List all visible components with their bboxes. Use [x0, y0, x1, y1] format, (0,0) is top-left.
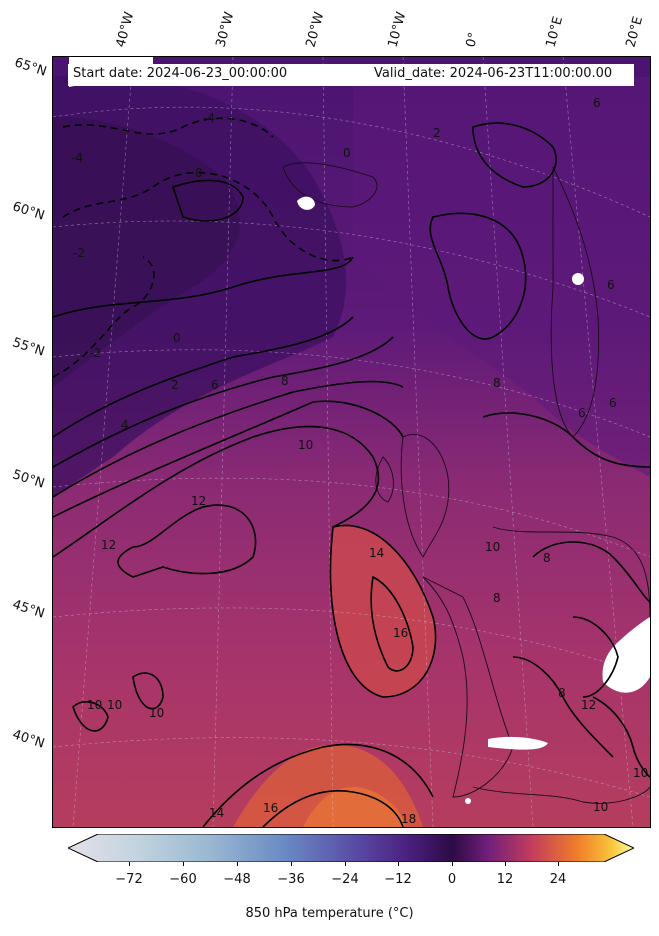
- contour-label: 12: [191, 494, 206, 508]
- lat-label-50n: 50°N: [10, 467, 47, 492]
- lon-label-10w: 10°W: [385, 10, 410, 49]
- contour-label: -4: [71, 151, 83, 165]
- lat-label-45n: 45°N: [10, 597, 47, 622]
- contour-label: 14: [369, 546, 384, 560]
- start-date: Start date: 2024-06-23_00:00:00: [73, 66, 288, 81]
- contour-label: 10: [593, 800, 608, 814]
- lon-label-30w: 30°W: [213, 10, 238, 49]
- colorbar-tickmark: [398, 862, 399, 866]
- contour-label: 8: [493, 591, 501, 605]
- lon-label-10e: 10°E: [543, 14, 567, 50]
- contour-label: 8: [558, 686, 566, 700]
- contour-label: 6: [609, 396, 617, 410]
- coastlines: [282, 162, 650, 804]
- contour-label: 18: [401, 812, 416, 826]
- contour-label: 10: [298, 438, 313, 452]
- lon-label-20w: 20°W: [303, 10, 328, 49]
- header-info-bar: [68, 64, 634, 86]
- lat-label-65n: 65°N: [12, 55, 49, 80]
- colorbar-tick-label: 0: [447, 872, 457, 887]
- colorbar-tick-label: 24: [549, 872, 567, 887]
- colorbar-tickmark: [291, 862, 292, 866]
- lon-label-40w: 40°W: [113, 10, 138, 49]
- contour-labels: -4 -4 -2 0 0 -2 2 0 2 4 6 8 10 12 12 10 …: [71, 96, 648, 826]
- colorbar: [68, 834, 634, 862]
- contour-label: 6: [578, 406, 586, 420]
- lon-label-20e: 20°E: [623, 14, 647, 50]
- contour-label: 8: [493, 376, 501, 390]
- contour-label: 6: [211, 378, 219, 392]
- contour-label: 2: [433, 126, 441, 140]
- temperature-map: -4 -4 -2 0 0 -2 2 0 2 4 6 8 10 12 12 10 …: [52, 56, 651, 828]
- map-canvas: -4 -4 -2 0 0 -2 2 0 2 4 6 8 10 12 12 10 …: [53, 57, 650, 827]
- colorbar-tick-label: −60: [169, 872, 197, 887]
- contour-label: 0: [195, 166, 203, 180]
- contour-label: 12: [101, 538, 116, 552]
- contour-label: 0: [173, 331, 181, 345]
- contour-label: 8: [543, 551, 551, 565]
- contour-label: 16: [393, 626, 408, 640]
- contour-label: 10: [633, 766, 648, 780]
- colorbar-tick-label: 12: [496, 872, 514, 887]
- colorbar-tickmark: [183, 862, 184, 866]
- colorbar-tick-label: −72: [115, 872, 143, 887]
- lat-label-60n: 60°N: [10, 199, 47, 224]
- colorbar-tick-label: −24: [331, 872, 359, 887]
- colorbar-tickmark: [345, 862, 346, 866]
- contour-label: -4: [203, 111, 215, 125]
- colorbar-tickmark: [237, 862, 238, 866]
- contour-label: 10: [107, 698, 122, 712]
- contour-label: 8: [281, 374, 289, 388]
- graticule: [53, 57, 650, 827]
- colorbar-tickmark: [129, 862, 130, 866]
- contour-label: 6: [593, 96, 601, 110]
- colorbar-tickmark: [452, 862, 453, 866]
- contour-label: -2: [73, 246, 85, 260]
- contour-label: 10: [87, 698, 102, 712]
- lon-label-0: 0°: [463, 30, 482, 49]
- contour-label: 2: [171, 378, 179, 392]
- contours: [53, 117, 650, 827]
- colorbar-tickmark: [505, 862, 506, 866]
- valid-date: Valid_date: 2024-06-23T11:00:00.00: [374, 66, 613, 81]
- contour-label: 6: [607, 278, 615, 292]
- colorbar-label: 850 hPa temperature (°C): [245, 906, 414, 921]
- colorbar-tick-label: −12: [384, 872, 412, 887]
- contour-label: 14: [209, 806, 224, 820]
- contour-label: 16: [263, 801, 278, 815]
- lat-label-55n: 55°N: [10, 335, 47, 360]
- colorbar-tick-label: −36: [277, 872, 305, 887]
- lat-label-40n: 40°N: [10, 727, 47, 752]
- contour-label: 10: [149, 706, 164, 720]
- contour-label: 0: [343, 146, 351, 160]
- contour-label: 10: [485, 540, 500, 554]
- colorbar-tick-label: −48: [223, 872, 251, 887]
- colorbar-tickmark: [558, 862, 559, 866]
- contour-label: -2: [89, 346, 101, 360]
- contour-label: 4: [121, 418, 129, 432]
- contour-label: 12: [581, 698, 596, 712]
